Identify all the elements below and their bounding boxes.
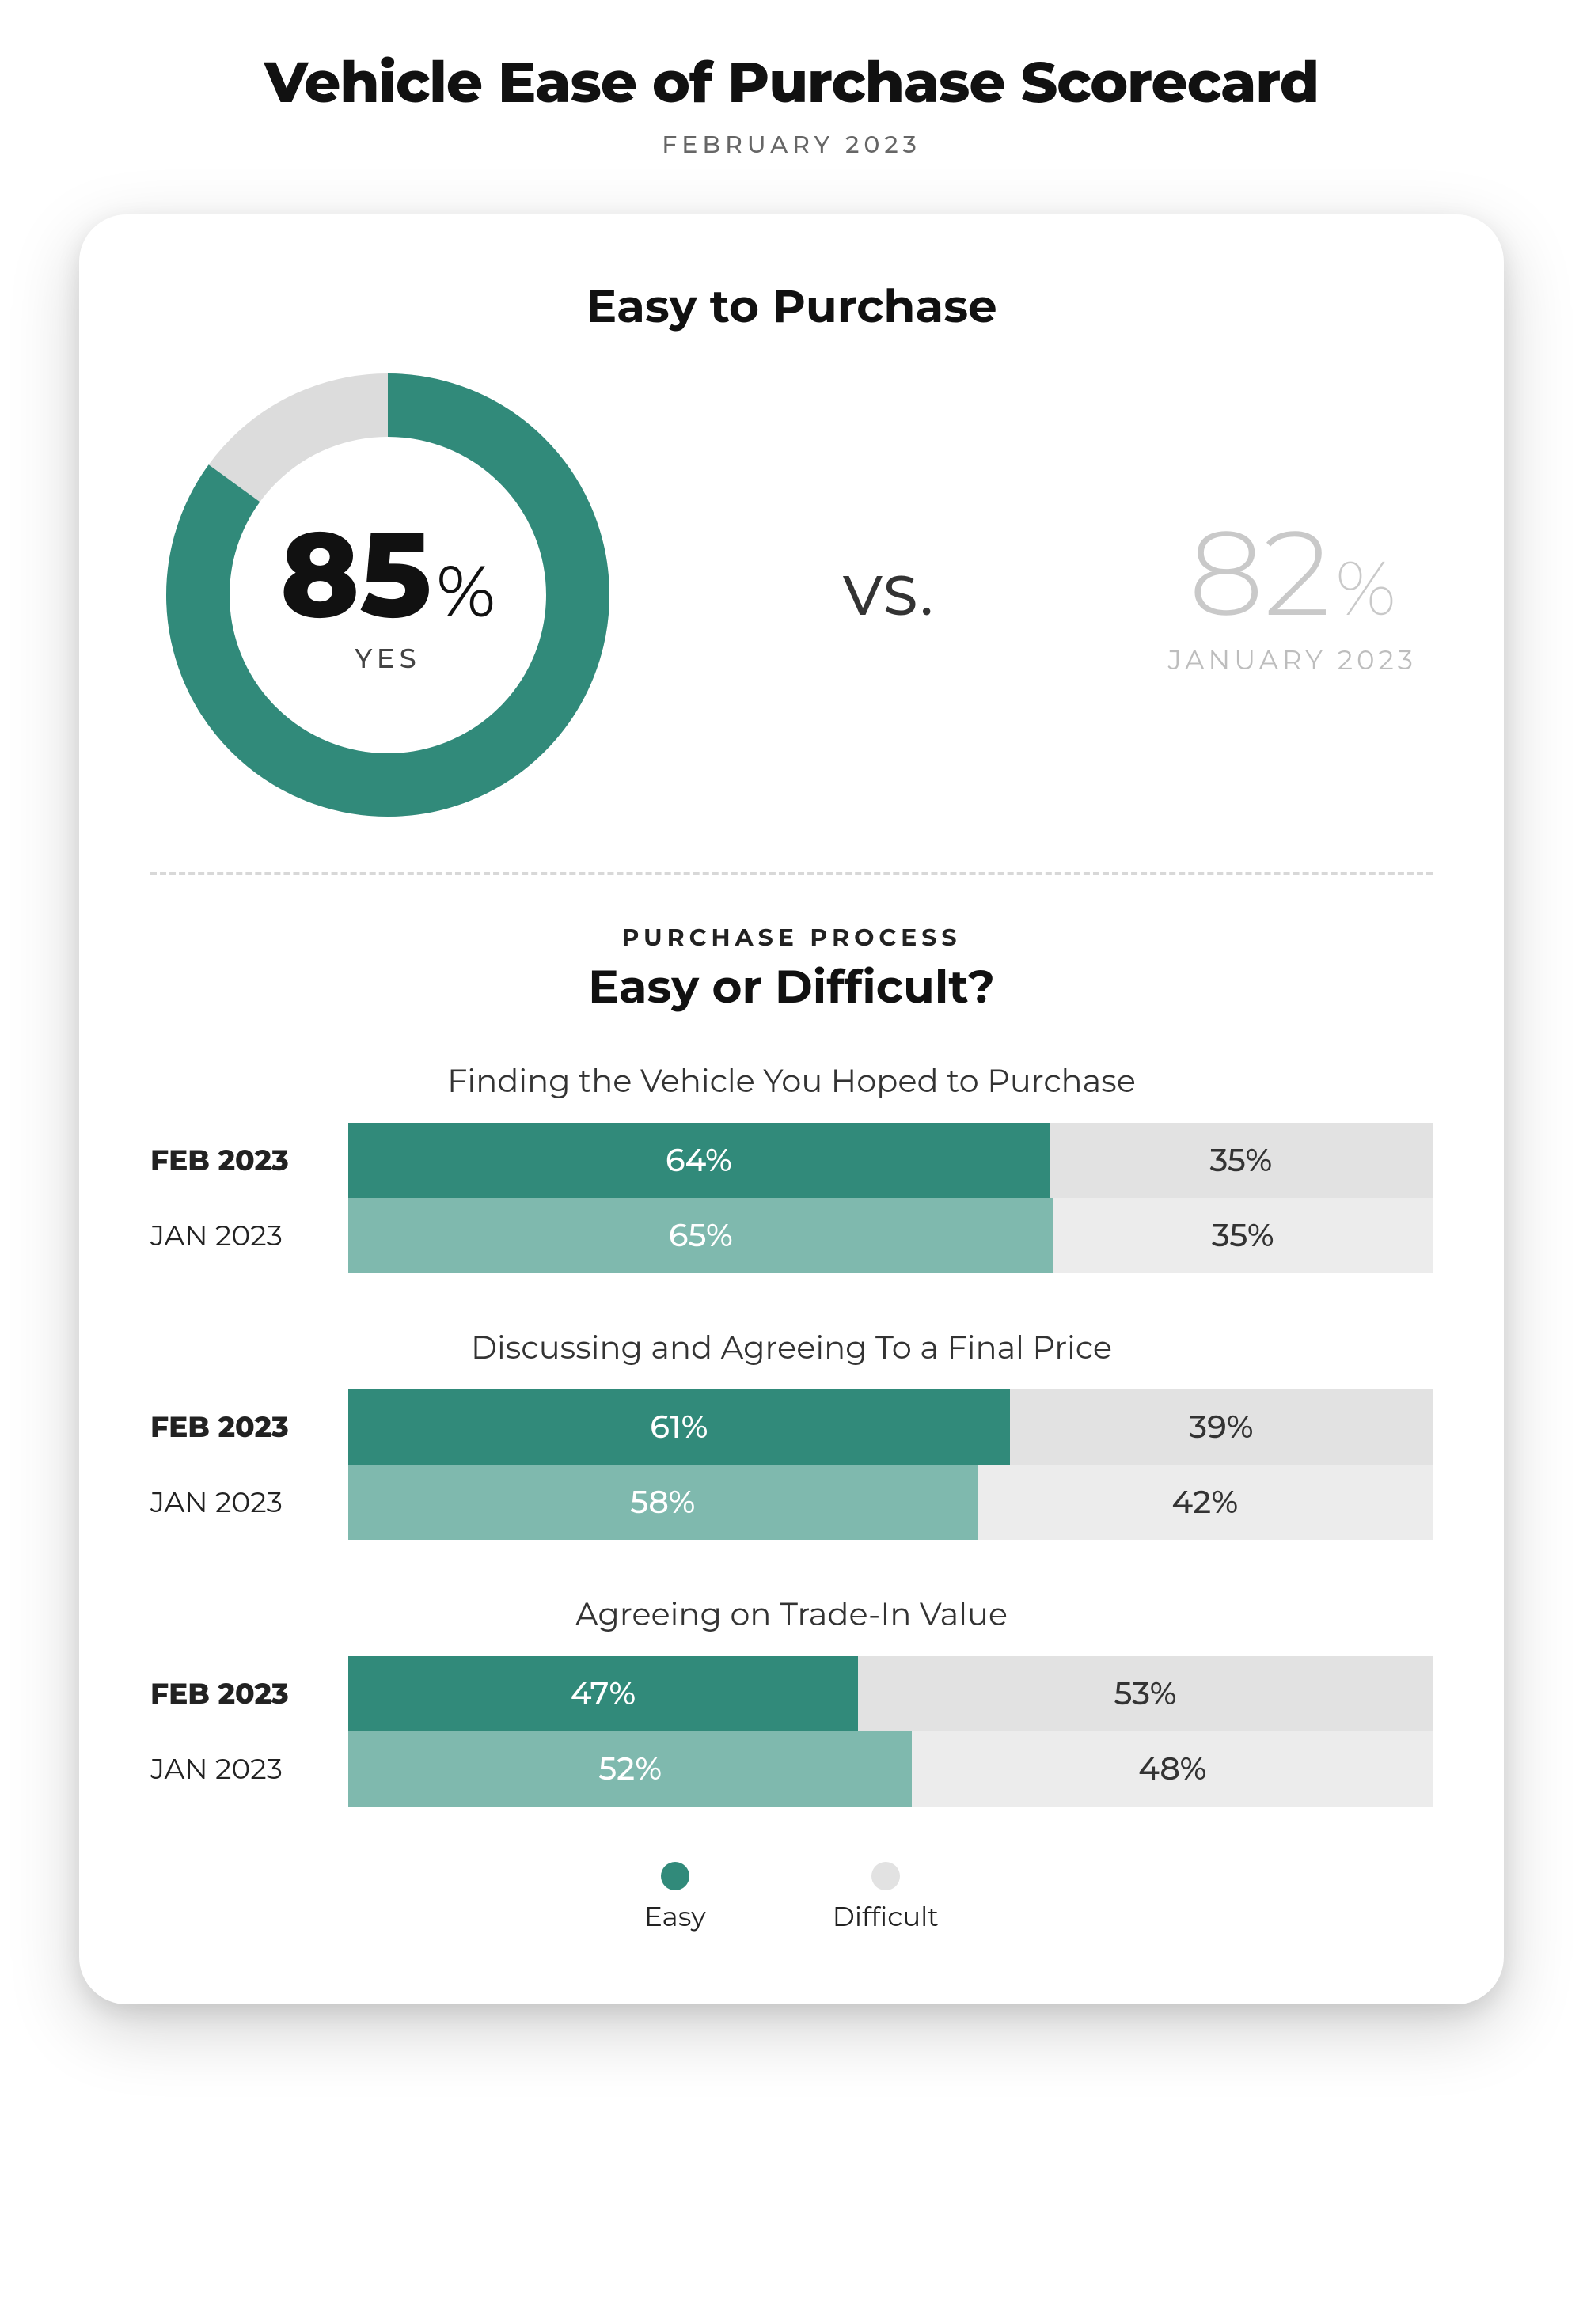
bar-row-label: JAN 2023 <box>150 1485 348 1520</box>
bar-group: Agreeing on Trade-In Value FEB 202347%53%… <box>150 1595 1433 1807</box>
divider <box>150 872 1433 875</box>
vs-label: VS. <box>843 561 935 629</box>
percent-icon: % <box>436 555 495 627</box>
bar-segment-difficult: 48% <box>912 1731 1433 1807</box>
bar-groups: Finding the Vehicle You Hoped to Purchas… <box>150 1062 1433 1807</box>
previous-value-block: 82% JANUARY 2023 <box>1168 514 1417 677</box>
bar-segment-easy: 64% <box>348 1123 1050 1198</box>
bar-segment-difficult: 53% <box>858 1656 1433 1731</box>
page-title: Vehicle Ease of Purchase Scorecard <box>79 47 1504 117</box>
circle-icon <box>871 1862 900 1890</box>
legend-item-easy: Easy <box>644 1862 706 1933</box>
bar-segment-easy: 65% <box>348 1198 1053 1273</box>
bar-row-label: JAN 2023 <box>150 1752 348 1787</box>
bar-group-title: Discussing and Agreeing To a Final Price <box>150 1329 1433 1367</box>
legend-item-difficult: Difficult <box>833 1862 939 1933</box>
previous-value-number: 82 <box>1189 514 1331 632</box>
bar-row: FEB 202364%35% <box>150 1123 1433 1198</box>
bar-row-label: JAN 2023 <box>150 1219 348 1253</box>
donut-value: 85% <box>280 515 495 634</box>
bar-segment-easy: 52% <box>348 1731 912 1807</box>
stacked-bar: 65%35% <box>348 1198 1433 1273</box>
page: Vehicle Ease of Purchase Scorecard FEBRU… <box>0 0 1583 2099</box>
bar-row: JAN 202352%48% <box>150 1731 1433 1807</box>
bar-group: Discussing and Agreeing To a Final Price… <box>150 1329 1433 1540</box>
legend: Easy Difficult <box>150 1862 1433 1933</box>
bar-segment-difficult: 35% <box>1053 1198 1433 1273</box>
bar-segment-easy: 61% <box>348 1389 1010 1465</box>
legend-label-easy: Easy <box>644 1900 706 1933</box>
stacked-bar: 47%53% <box>348 1656 1433 1731</box>
donut-chart: 85% YES <box>166 373 609 817</box>
previous-value: 82% <box>1168 514 1417 632</box>
circle-icon <box>661 1862 689 1890</box>
bar-row: FEB 202361%39% <box>150 1389 1433 1465</box>
percent-icon: % <box>1335 551 1396 626</box>
donut-center: 85% YES <box>166 373 609 817</box>
previous-label: JANUARY 2023 <box>1168 643 1417 677</box>
stacked-bar: 61%39% <box>348 1389 1433 1465</box>
bar-group-title: Finding the Vehicle You Hoped to Purchas… <box>150 1062 1433 1101</box>
stacked-bar: 58%42% <box>348 1465 1433 1540</box>
bar-row: JAN 202365%35% <box>150 1198 1433 1273</box>
scorecard-card: Easy to Purchase 85% YES VS. 82% <box>79 214 1504 2004</box>
bar-segment-easy: 47% <box>348 1656 858 1731</box>
process-overline: PURCHASE PROCESS <box>150 923 1433 952</box>
bar-row-label: FEB 2023 <box>150 1677 348 1712</box>
donut-value-number: 85 <box>280 515 431 634</box>
stacked-bar: 52%48% <box>348 1731 1433 1807</box>
bar-segment-easy: 58% <box>348 1465 978 1540</box>
hero-section-title: Easy to Purchase <box>150 278 1433 334</box>
bar-row: JAN 202358%42% <box>150 1465 1433 1540</box>
legend-label-difficult: Difficult <box>833 1900 939 1933</box>
bar-row: FEB 202347%53% <box>150 1656 1433 1731</box>
bar-group-title: Agreeing on Trade-In Value <box>150 1595 1433 1634</box>
process-title: Easy or Difficult? <box>150 958 1433 1014</box>
bar-segment-difficult: 39% <box>1010 1389 1433 1465</box>
bar-segment-difficult: 42% <box>978 1465 1433 1540</box>
bar-group: Finding the Vehicle You Hoped to Purchas… <box>150 1062 1433 1273</box>
hero-compare-row: 85% YES VS. 82% JANUARY 2023 <box>150 373 1433 817</box>
stacked-bar: 64%35% <box>348 1123 1433 1198</box>
page-subtitle: FEBRUARY 2023 <box>79 130 1504 159</box>
bar-segment-difficult: 35% <box>1050 1123 1433 1198</box>
bar-row-label: FEB 2023 <box>150 1143 348 1178</box>
donut-yes-label: YES <box>355 642 420 675</box>
bar-row-label: FEB 2023 <box>150 1410 348 1445</box>
